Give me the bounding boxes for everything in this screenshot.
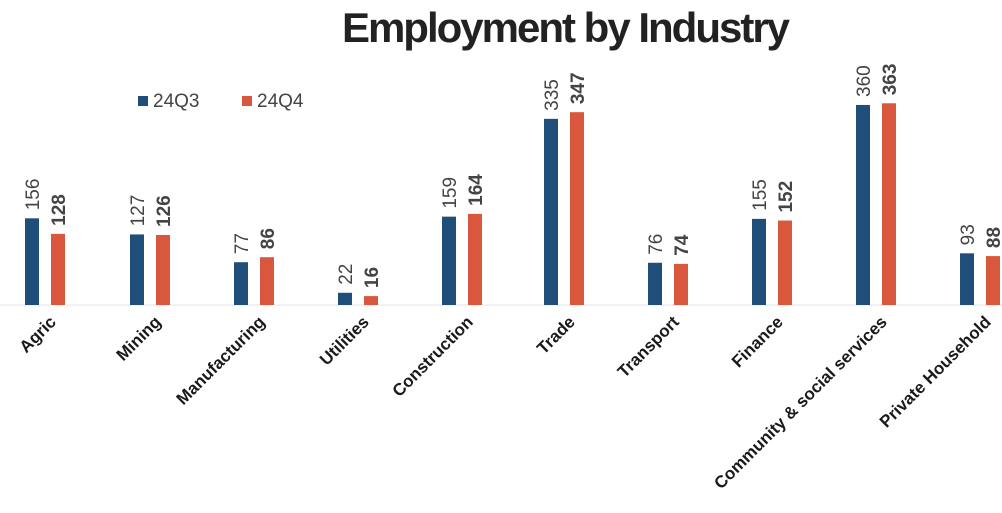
value-label-mining-24q4: 126 — [154, 195, 175, 227]
bar-utilities-24q4 — [364, 296, 378, 305]
value-label-trade-24q3: 335 — [542, 79, 563, 111]
bar-construction-24q4 — [468, 213, 482, 305]
bar-private-household-24q4 — [986, 256, 1000, 305]
bar-utilities-24q3 — [338, 292, 352, 305]
value-labels-layer: 156 128 127 126 77 86 22 16 159 164 335 347 76 74 155 1… — [23, 64, 1002, 289]
legend-item-24q3: 24Q3 — [138, 91, 199, 113]
chart-title: Employment by Industry — [341, 4, 790, 51]
value-label-private-household-24q3: 93 — [958, 224, 979, 245]
value-label-transport-24q3: 76 — [646, 234, 667, 255]
legend-label-24q3: 24Q3 — [153, 91, 200, 112]
category-label-mining: Mining — [113, 312, 165, 364]
legend-label-24q4: 24Q4 — [257, 91, 304, 112]
legend-swatch-24q4 — [242, 96, 252, 106]
category-label-transport: Transport — [614, 312, 683, 381]
bar-manufacturing-24q4 — [260, 257, 274, 305]
category-label-manufacturing: Manufacturing — [173, 312, 269, 408]
value-label-private-household-24q4: 88 — [984, 227, 1002, 248]
value-label-agric-24q3: 156 — [23, 179, 44, 211]
bar-transport-24q3 — [648, 262, 662, 305]
bar-agric-24q4 — [51, 233, 65, 305]
value-label-construction-24q3: 159 — [440, 177, 461, 209]
value-label-trade-24q4: 347 — [568, 72, 589, 104]
bar-community-social-services-24q4 — [882, 103, 896, 305]
legend-swatch-24q3 — [138, 96, 148, 106]
category-label-utilities: Utilities — [316, 312, 373, 369]
value-label-finance-24q3: 155 — [750, 179, 771, 211]
value-label-manufacturing-24q4: 86 — [258, 228, 279, 249]
bar-private-household-24q3 — [960, 253, 974, 305]
value-label-transport-24q4: 74 — [672, 234, 693, 256]
value-label-community-social-services-24q4: 363 — [880, 64, 901, 96]
bar-manufacturing-24q3 — [234, 262, 248, 305]
bar-community-social-services-24q3 — [856, 104, 870, 305]
category-label-finance: Finance — [728, 312, 787, 371]
value-label-mining-24q3: 127 — [128, 195, 149, 227]
bar-trade-24q3 — [544, 118, 558, 305]
category-label-trade: Trade — [533, 312, 579, 358]
category-label-private-household: Private Household — [876, 312, 995, 431]
value-label-utilities-24q3: 22 — [336, 264, 357, 285]
value-label-manufacturing-24q3: 77 — [232, 233, 253, 254]
bar-mining-24q3 — [130, 234, 144, 305]
bar-transport-24q4 — [674, 263, 688, 305]
category-label-agric: Agric — [16, 312, 60, 356]
bar-finance-24q3 — [752, 218, 766, 305]
value-label-finance-24q4: 152 — [776, 181, 797, 213]
category-labels-layer: Agric Mining Manufacturing Utilities Constru… — [16, 312, 995, 493]
value-label-utilities-24q4: 16 — [362, 267, 383, 288]
bar-agric-24q3 — [25, 218, 39, 305]
category-label-construction: Construction — [389, 312, 477, 400]
bar-mining-24q4 — [156, 234, 170, 305]
legend-item-24q4: 24Q4 — [242, 91, 303, 113]
bar-trade-24q4 — [570, 112, 584, 306]
value-label-construction-24q4: 164 — [466, 174, 487, 206]
category-label-community-social-services: Community & social services — [710, 312, 890, 492]
value-label-agric-24q4: 128 — [49, 194, 70, 226]
bars-layer — [25, 103, 1000, 306]
bar-finance-24q4 — [778, 220, 792, 305]
bar-construction-24q3 — [442, 216, 456, 305]
value-label-community-social-services-24q3: 360 — [854, 65, 875, 97]
